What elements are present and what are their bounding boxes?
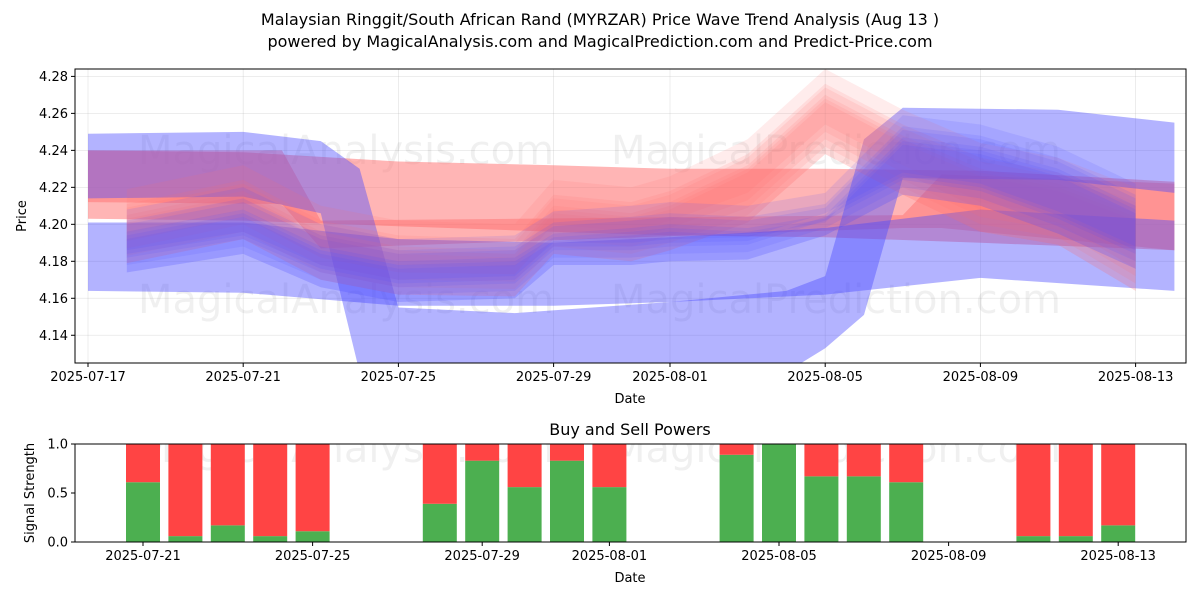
chart-title-line1: Malaysian Ringgit/South African Rand (MY…: [261, 10, 939, 29]
blue-short-term-waves-layer-0: [126, 115, 1136, 302]
red-short-term-waves-layer-1: [126, 83, 1136, 289]
price-y-tick-label: 4.14: [39, 329, 68, 344]
buy-bar: [253, 536, 288, 542]
buy-bar: [719, 454, 754, 542]
buy-bar: [762, 444, 796, 542]
blue-short-term-waves-layer-2: [126, 137, 1136, 288]
red-step-band: [88, 150, 1175, 251]
blue-short-term-waves-layer-4: [126, 126, 1136, 280]
sell-bar: [210, 444, 245, 526]
price-x-tick-label: 2025-07-25: [361, 370, 437, 385]
sell-bar: [1058, 444, 1093, 537]
buy-bar: [1101, 525, 1136, 542]
sell-bar: [1016, 444, 1051, 537]
sell-bar: [592, 444, 627, 488]
price-y-tick-label: 4.20: [39, 218, 68, 233]
red-short-term-waves-layer-4: [126, 87, 1136, 267]
signal-y-tick-label: 1.0: [47, 438, 68, 453]
buy-bar: [422, 503, 457, 542]
price-chart: MagicalAnalysis.com MagicalPrediction.co…: [15, 68, 1187, 407]
buy-bar: [550, 460, 584, 542]
signal-y-tick-label: 0.0: [47, 536, 68, 551]
watermark-prediction: MagicalPrediction.com: [611, 128, 1061, 174]
price-axes-frame: [74, 68, 1187, 364]
price-bands: [88, 69, 1175, 363]
sell-bar: [295, 444, 330, 532]
price-x-tick-label: 2025-08-13: [1098, 370, 1174, 385]
price-x-tick-label: 2025-08-01: [632, 370, 708, 385]
blue-step-band: [88, 107, 1175, 363]
signal-x-tick-label: 2025-07-29: [444, 549, 520, 564]
sell-bar: [1101, 444, 1136, 526]
price-x-tick-label: 2025-08-05: [787, 370, 863, 385]
sell-bar: [889, 444, 924, 483]
price-y-tick-label: 4.16: [39, 292, 68, 307]
sell-bar: [719, 444, 754, 455]
red-long-term-band: [88, 150, 1175, 251]
price-y-tick-label: 4.26: [39, 107, 68, 122]
buy-bar: [465, 460, 500, 542]
signal-x-tick-label: 2025-07-25: [275, 549, 351, 564]
price-x-tick-label: 2025-07-29: [516, 370, 592, 385]
buy-bar: [1058, 536, 1093, 542]
price-x-tick-label: 2025-07-21: [205, 370, 281, 385]
price-y-tick-label: 4.28: [39, 70, 68, 85]
red-short-term-waves-layer-0: [126, 69, 1136, 297]
signal-y-ticks: 0.0 0.5 1.0: [47, 438, 75, 551]
signal-y-tick-label: 0.5: [47, 487, 68, 502]
sell-bar: [507, 444, 542, 488]
signal-x-tick-label: 2025-08-13: [1080, 549, 1156, 564]
sell-bar: [422, 444, 457, 504]
sell-bar: [168, 444, 203, 537]
sell-bar: [550, 444, 584, 461]
blue-short-term-waves-layer-5: [126, 141, 1136, 302]
price-y-tick-label: 4.18: [39, 255, 68, 270]
signal-x-label: Date: [614, 571, 645, 586]
red-short-term-waves-layer-5: [126, 98, 1136, 297]
blue-short-term-waves-layer-1: [126, 130, 1136, 295]
price-x-tick-label: 2025-08-09: [943, 370, 1019, 385]
price-x-ticks: 2025-07-17 2025-07-21 2025-07-25 2025-07-29…: [50, 363, 1173, 385]
sell-bar: [804, 444, 839, 477]
buy-bar: [889, 482, 924, 542]
signal-x-ticks: 2025-07-21 2025-07-25 2025-07-29 2025-08-01…: [105, 542, 1156, 564]
price-x-label: Date: [614, 392, 645, 407]
signal-x-tick-label: 2025-08-09: [911, 549, 987, 564]
buy-bar: [804, 476, 839, 542]
buy-bar: [210, 525, 245, 542]
watermark-analysis-2: MagicalAnalysis.com: [138, 277, 554, 323]
buy-bar: [592, 487, 627, 542]
price-y-tick-label: 4.24: [39, 144, 68, 159]
buy-bar: [1016, 536, 1051, 542]
buy-bar: [295, 531, 330, 542]
sell-bar: [253, 444, 288, 537]
buy-bar: [507, 487, 542, 542]
blue-long-term-band: [88, 209, 1175, 306]
price-y-ticks: 4.14 4.16 4.18 4.20 4.22 4.24 4.26 4.28: [39, 70, 75, 344]
red-short-term-waves-layer-2: [126, 94, 1136, 282]
price-x-tick-label: 2025-07-17: [50, 370, 126, 385]
signal-bars: [126, 444, 1136, 542]
signal-y-label: Signal Strength: [23, 443, 38, 543]
price-y-tick-label: 4.22: [39, 181, 68, 196]
signal-chart: Buy and Sell Powers MagicalAnalysis.com …: [23, 420, 1187, 586]
buy-bar: [846, 476, 881, 542]
buy-bar: [126, 482, 160, 542]
price-y-label: Price: [15, 200, 30, 232]
sell-bar: [126, 444, 160, 483]
buy-bar: [168, 536, 203, 542]
signal-x-tick-label: 2025-08-05: [741, 549, 817, 564]
watermark-prediction-2: MagicalPrediction.com: [611, 277, 1061, 323]
sell-bar: [846, 444, 881, 477]
signal-x-tick-label: 2025-07-21: [105, 549, 181, 564]
blue-short-term-waves-layer-3: [126, 144, 1136, 284]
chart-title-line2: powered by MagicalAnalysis.com and Magic…: [267, 32, 932, 51]
red-short-term-waves-layer-3: [126, 102, 1136, 275]
signal-x-tick-label: 2025-08-01: [572, 549, 648, 564]
sell-bar: [465, 444, 500, 461]
signal-title: Buy and Sell Powers: [549, 420, 711, 439]
watermark-group: MagicalAnalysis.com MagicalPrediction.co…: [138, 128, 1061, 323]
